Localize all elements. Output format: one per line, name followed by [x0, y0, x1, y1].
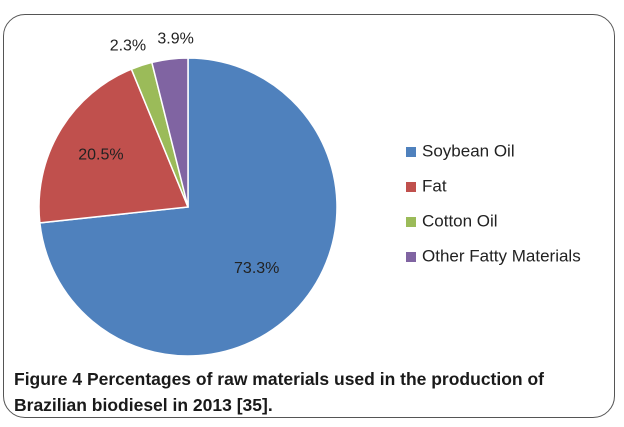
data-label-cotton-oil: 2.3% — [110, 38, 146, 55]
legend-swatch-fat — [406, 182, 416, 192]
caption-text: Percentages of raw materials used in the… — [14, 369, 544, 415]
legend-swatch-soybean-oil — [406, 147, 416, 157]
pie-chart: 73.3% 20.5% 2.3% 3.9% Soybean Oil Fat Cotton … — [38, 31, 581, 357]
figure-caption: Figure 4 Percentages of raw materials us… — [14, 366, 610, 418]
legend-label-cotton-oil: Cotton Oil — [422, 211, 498, 230]
legend: Soybean Oil Fat Cotton Oil Other Fatty Mate… — [406, 141, 581, 265]
legend-label-fat: Fat — [422, 176, 447, 195]
legend-swatch-other-fatty-materials — [406, 252, 416, 262]
legend-label-soybean-oil: Soybean Oil — [422, 141, 515, 160]
legend-swatch-cotton-oil — [406, 217, 416, 227]
caption-label: Figure 4 — [14, 369, 83, 389]
data-label-fat: 20.5% — [78, 146, 123, 163]
pie-slices — [38, 57, 338, 357]
pie-slice-fat — [38, 68, 190, 224]
pie-slice-other-fatty-materials — [150, 57, 189, 208]
data-label-soybean-oil: 73.3% — [234, 260, 279, 277]
legend-label-other-fatty-materials: Other Fatty Materials — [422, 246, 581, 265]
pie-data-labels: 73.3% 20.5% 2.3% 3.9% — [78, 31, 279, 277]
data-label-other-fatty-materials: 3.9% — [157, 31, 193, 48]
